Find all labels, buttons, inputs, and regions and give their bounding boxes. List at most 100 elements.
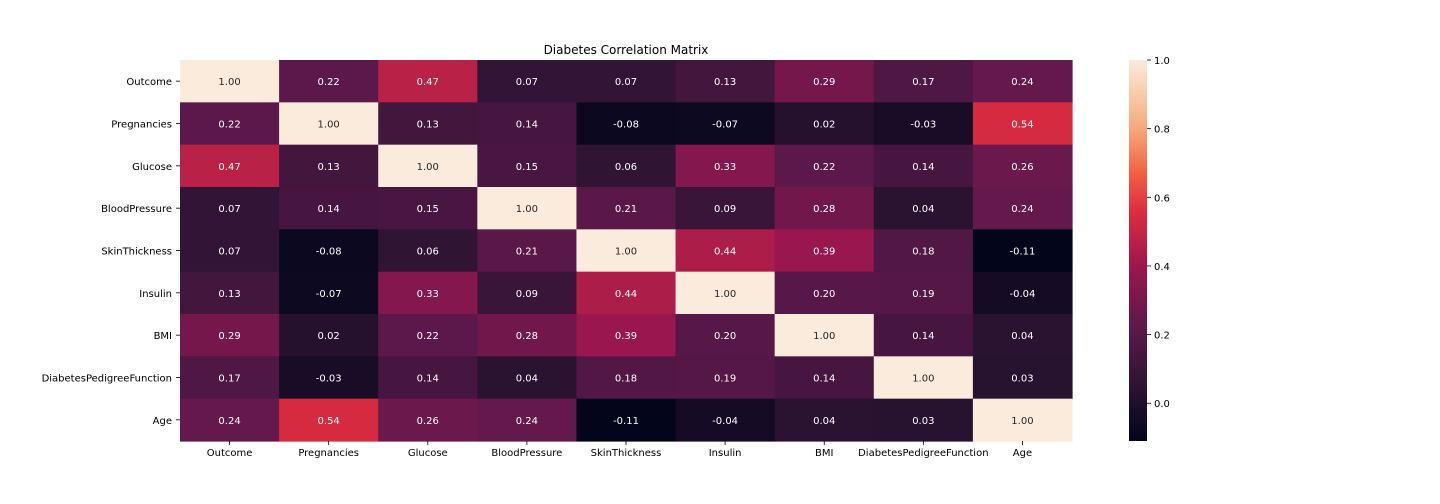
heatmap-cell	[774, 60, 875, 103]
heatmap-cell	[576, 271, 677, 315]
cell-value-label: 0.13	[417, 120, 439, 131]
heatmap-cell	[477, 314, 578, 357]
heatmap-cell	[972, 144, 1073, 188]
heatmap-cell	[477, 102, 578, 146]
heatmap-cell	[180, 144, 280, 188]
heatmap-cell	[279, 271, 379, 315]
cell-value-label: 0.14	[318, 204, 340, 215]
cell-value-label: 0.18	[615, 374, 637, 385]
heatmap-cell	[576, 187, 677, 230]
colorbar-tick-label: 0.2	[1154, 331, 1170, 342]
heatmap-cell	[873, 187, 974, 230]
colorbar-tick-label: 1.0	[1154, 56, 1170, 67]
heatmap-cell	[675, 102, 776, 146]
row-axis: Outcome Pregnancies Glucose BloodPressure Sk…	[42, 77, 180, 427]
cell-value-label: 0.29	[218, 331, 240, 342]
cell-value-label: 0.24	[1011, 77, 1033, 88]
col-label: DiabetesPedigreeFunction	[858, 448, 988, 459]
cell-value-label: 0.07	[218, 204, 240, 215]
cell-value-label: -0.04	[712, 416, 738, 427]
cell-value-label: -0.11	[1010, 247, 1036, 258]
cell-value-label: 0.15	[417, 204, 439, 215]
cell-value-label: 0.04	[1011, 331, 1033, 342]
heatmap-cells: 1.00 0.22 0.47 0.07 0.07 0.13 0.29 0.17 0.24 0.22…	[180, 60, 1073, 442]
cell-value-label: 0.06	[417, 247, 439, 258]
heatmap-cell	[378, 60, 478, 103]
heatmap-cell	[279, 398, 379, 442]
cell-value-label: 0.02	[318, 331, 340, 342]
col-label: Age	[1013, 448, 1032, 459]
cell-value-label: 0.47	[417, 77, 439, 88]
heatmap-cell	[873, 271, 974, 315]
heatmap-cell	[576, 144, 677, 188]
cell-value-label: 0.03	[912, 416, 934, 427]
heatmap-cell	[675, 60, 776, 103]
heatmap-cell	[378, 229, 478, 273]
heatmap-cell	[279, 144, 379, 188]
cell-value-label: 0.54	[1011, 120, 1033, 131]
cell-value-label: 0.19	[714, 374, 736, 385]
cell-value-label: 0.03	[1011, 374, 1033, 385]
col-label: Insulin	[709, 448, 742, 459]
heatmap-cell	[378, 314, 478, 357]
cell-value-label: 0.33	[417, 289, 439, 300]
row-label: Insulin	[139, 289, 172, 300]
heatmap-cell	[378, 144, 478, 188]
row-label: Glucose	[132, 162, 172, 173]
heatmap-cell	[279, 187, 379, 230]
cell-value-label: 1.00	[813, 331, 835, 342]
cell-value-label: 0.14	[912, 162, 934, 173]
heatmap-cell	[873, 314, 974, 357]
cell-value-label: 1.00	[318, 120, 340, 131]
heatmap-cell	[576, 356, 677, 400]
cell-value-label: 0.04	[912, 204, 934, 215]
heatmap-cell	[378, 102, 478, 146]
cell-value-label: 0.22	[417, 331, 439, 342]
cell-value-label: 0.21	[516, 247, 538, 258]
heatmap-cell	[576, 229, 677, 273]
heatmap-cell	[774, 314, 875, 357]
cell-value-label: 0.17	[218, 374, 240, 385]
cell-value-label: 0.13	[218, 289, 240, 300]
cell-value-label: 0.24	[218, 416, 240, 427]
heatmap-cell	[279, 314, 379, 357]
cell-value-label: 0.26	[1011, 162, 1033, 173]
cell-value-label: 0.29	[813, 77, 835, 88]
heatmap-cell	[279, 229, 379, 273]
heatmap-cell	[675, 229, 776, 273]
heatmap-cell	[477, 60, 578, 103]
cell-value-label: -0.08	[613, 120, 639, 131]
heatmap-cell	[675, 144, 776, 188]
cell-value-label: 0.26	[417, 416, 439, 427]
col-label: Pregnancies	[298, 448, 359, 459]
heatmap-cell	[675, 314, 776, 357]
heatmap-cell	[972, 398, 1073, 442]
cell-value-label: 0.19	[912, 289, 934, 300]
row-label: BMI	[154, 331, 172, 342]
heatmap-cell	[972, 314, 1073, 357]
cell-value-label: 1.00	[417, 162, 439, 173]
cell-value-label: 1.00	[218, 77, 240, 88]
cell-value-label: 0.44	[714, 247, 736, 258]
cell-value-label: 0.14	[516, 120, 538, 131]
col-label: BMI	[815, 448, 833, 459]
heatmap-cell	[675, 271, 776, 315]
cell-value-label: -0.03	[910, 120, 936, 131]
cell-value-label: -0.03	[316, 374, 342, 385]
cell-value-label: 0.07	[615, 77, 637, 88]
heatmap-cell	[477, 271, 578, 315]
heatmap-cell	[576, 102, 677, 146]
cell-value-label: 0.28	[813, 204, 835, 215]
heatmap-cell	[279, 102, 379, 146]
heatmap-cell	[774, 102, 875, 146]
heatmap-cell	[378, 271, 478, 315]
heatmap-cell	[873, 144, 974, 188]
cell-value-label: 0.04	[516, 374, 538, 385]
cell-value-label: 0.21	[615, 204, 637, 215]
cell-value-label: 1.00	[714, 289, 736, 300]
colorbar-tick-label: 0.0	[1154, 399, 1170, 410]
cell-value-label: -0.11	[613, 416, 639, 427]
heatmap-cell	[675, 398, 776, 442]
cell-value-label: -0.07	[712, 120, 738, 131]
